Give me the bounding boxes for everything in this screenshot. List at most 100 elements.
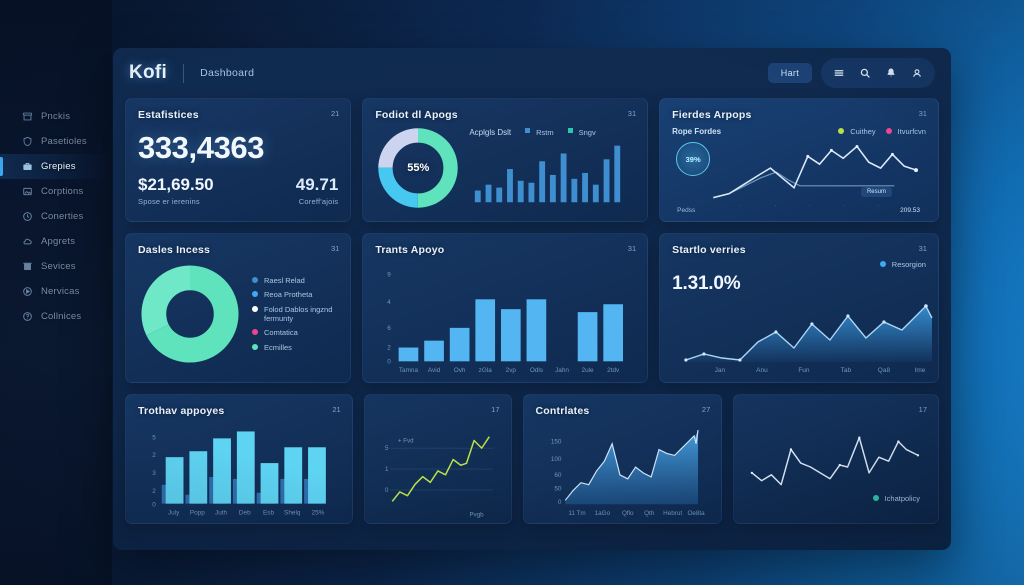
svg-text:Ovh: Ovh [454,367,466,374]
statistics-mid-label: Spose er ierenins [138,197,200,206]
svg-text:Pvgb: Pvgb [469,512,484,519]
bar-chart-bottom: 5 2 3 2 0 [152,431,326,517]
legend-item-1: Itvurfcvn [885,127,926,136]
header-action-button[interactable]: Hart [767,63,812,83]
gauge-badge: 39% [676,142,711,177]
card-line-bottom[interactable]: 17 5 1 0 + Fvd Pvgb [363,394,512,524]
area-chart-mid: Jan Anu Fun Tab Qa8 Ime [684,304,933,374]
sidebar-item-0[interactable]: Pnckis [0,104,112,129]
spark-legend: Ichatpolicy [872,494,920,503]
search-icon[interactable] [854,62,876,84]
building-icon [22,261,33,272]
legend-dot [252,343,258,350]
cloud-icon [22,236,33,247]
sidebar-item-8[interactable]: Collnices [0,304,112,329]
sidebar-item-5[interactable]: Apgrets [0,229,112,254]
sidebar-item-label: Sevices [41,261,76,272]
svg-text:3: 3 [152,470,156,477]
sidebar-item-4[interactable]: Conerties [0,204,112,229]
card-donut-mid[interactable]: Dasles Incess 31 Raesl Relad Reoa Prothe… [125,233,352,383]
svg-text:+ Fvd: + Fvd [398,437,414,444]
card-statistics[interactable]: Estafistices 21 333,4363 $21,69.50 Spose… [125,98,352,222]
svg-text:2: 2 [152,452,156,459]
legend-label: Cuithey [850,127,876,136]
card-badge: 21 [332,405,341,414]
line-top-axis-label: Pedss [677,207,696,215]
card-spark-bottom[interactable]: 17 Ichatpolicy [733,394,939,524]
line-top-corner-value: 209.53 [900,207,920,215]
svg-text:9: 9 [388,272,392,279]
card-title: Dasles Incess [138,244,211,256]
sidebar-item-6[interactable]: Sevices [0,254,112,279]
svg-text:Avid: Avid [428,367,441,374]
svg-text:0: 0 [385,487,389,494]
card-title: Fodiot dl Apogs [375,109,458,121]
card-line-top[interactable]: Fierdes Arpops 31 Rope Fordes Cuithey It… [659,98,939,222]
statistics-right-label: Coreff'ajois [298,197,339,206]
legend-item-1: Reoa Protheta [252,290,338,299]
dashboard-row-2: Dasles Incess 31 Raesl Relad Reoa Prothe… [125,233,939,383]
card-title: Estafistices [138,109,199,121]
legend-label: Rstm [536,127,554,137]
minibars-title: Acplgls Dslt [469,128,512,137]
menu-icon[interactable] [828,62,850,84]
top-bar: Kofi Dashboard Hart [113,48,951,98]
legend-label: Reoa Protheta [264,290,313,300]
sidebar-item-7[interactable]: Nervicas [0,279,112,304]
spark-line-chart [750,436,920,486]
image-icon [22,186,33,197]
svg-text:Jahn: Jahn [555,367,569,374]
legend-item-0: Rstm [525,127,554,137]
svg-text:·: · [878,203,880,210]
donut-top-legend: Acplgls Dslt Rstm Sngv [469,127,635,137]
area-mid-legend: Resorgion [672,260,926,269]
card-title: Contrlates [535,405,590,417]
statistics-right-value: 49.71 [295,175,339,194]
svg-text:5: 5 [152,434,156,441]
legend-item-0: Raesl Relad [252,276,338,285]
svg-text:1aGo: 1aGo [594,510,610,517]
legend-swatch [567,127,573,133]
svg-text:50: 50 [554,486,562,493]
legend-dot [838,128,845,134]
donut-mid-legend: Raesl Relad Reoa Protheta Folod Dablos i… [252,276,338,352]
svg-text:·: · [809,203,811,210]
legend-label: Raesl Relad [264,275,305,285]
svg-text:Odls: Odls [530,367,543,374]
svg-text:2ule: 2ule [582,367,595,374]
card-area-bottom[interactable]: Contrlates 27 150 100 60 50 0 [522,394,723,524]
card-donut-top[interactable]: Fodiot dl Apogs 31 55% Acplgls Dslt [362,98,649,222]
svg-text:25%: 25% [312,510,325,517]
svg-text:Popp: Popp [190,510,205,517]
donut-chart-mid [138,262,242,366]
sidebar-item-label: Corptions [41,186,84,197]
legend-dot [252,291,258,298]
card-area-mid[interactable]: Startlo verries 31 Resorgion 1.31.0% [659,233,939,383]
sidebar-item-3[interactable]: Corptions [0,179,112,204]
svg-text:1: 1 [385,466,389,473]
legend-dot [252,305,258,312]
card-bars-bottom[interactable]: Trothav appoyes 21 5 2 3 2 0 [125,394,353,524]
line-top-tag: Resum [860,187,892,198]
card-bars-mid[interactable]: Trants Apoyo 31 9 4 6 2 0 [362,233,649,383]
sidebar-item-label: Collnices [41,311,82,322]
bell-icon[interactable] [880,62,902,84]
card-badge: 31 [330,244,340,253]
sidebar: Pnckis Pasetioles Grepies Corptions Cone… [0,0,112,585]
user-icon[interactable] [906,62,928,84]
sidebar-item-label: Pnckis [41,111,71,122]
card-badge: 31 [918,244,927,253]
legend-item-0: Cuithey [838,127,876,136]
svg-text:Esb: Esb [263,510,274,517]
archive-icon [22,111,33,122]
svg-text:July: July [168,510,180,517]
legend-dot [872,494,879,501]
sidebar-item-1[interactable]: Pasetioles [0,129,112,154]
shield-icon [22,136,33,147]
briefcase-icon [22,161,33,172]
sidebar-item-2[interactable]: Grepies [0,154,112,179]
statistics-right: 49.71 Coreff'ajois [296,175,339,206]
help-icon [22,311,33,322]
dashboard-grid: Estafistices 21 333,4363 $21,69.50 Spose… [113,98,951,536]
card-badge: 31 [627,109,637,118]
